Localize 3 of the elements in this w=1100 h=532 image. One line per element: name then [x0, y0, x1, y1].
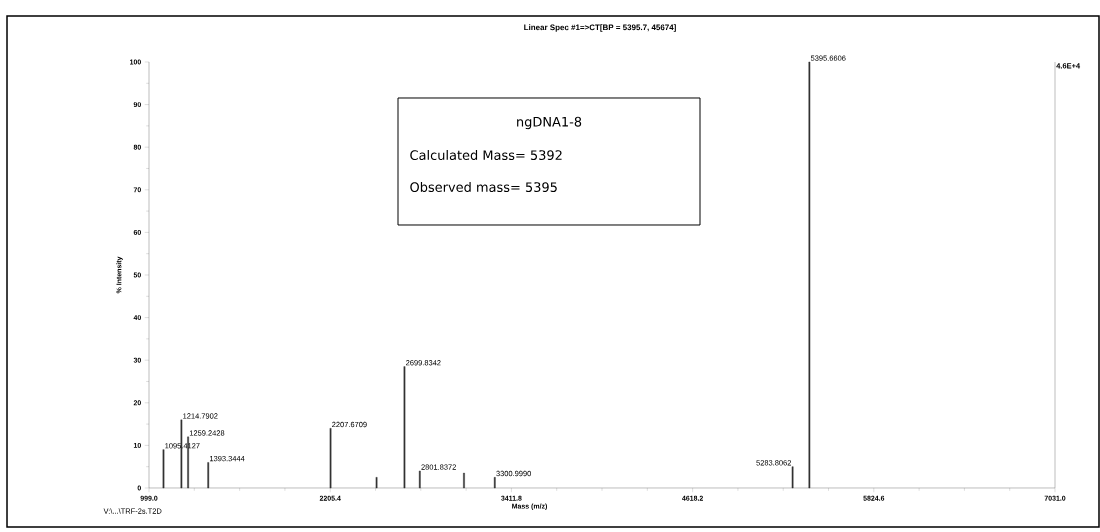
annotation: Calculated Mass= 5392 — [410, 149, 562, 160]
annotation: Observed mass= 5395 — [410, 181, 557, 192]
annotation: ngDNA1-8 — [517, 116, 582, 130]
